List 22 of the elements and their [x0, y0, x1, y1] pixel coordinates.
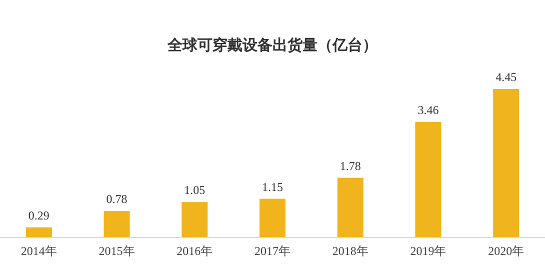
- data-label: 1.15: [262, 180, 283, 194]
- x-tick-label: 2016年: [176, 244, 213, 258]
- data-label: 4.45: [496, 70, 517, 84]
- data-label: 3.46: [418, 102, 439, 117]
- x-tick-label: 2018年: [332, 244, 368, 258]
- bar: [26, 227, 52, 237]
- bar: [493, 89, 520, 237]
- x-tick-label: 2014年: [20, 244, 57, 258]
- x-tick-label: 2017年: [254, 244, 290, 258]
- chart-title: 全球可穿戴设备出货量（亿台）: [166, 36, 378, 54]
- data-label: 1.78: [340, 158, 361, 173]
- x-tick-label: 2015年: [98, 244, 135, 258]
- data-label: 0.29: [28, 208, 50, 222]
- bar: [337, 178, 364, 237]
- data-label: 0.78: [106, 192, 128, 206]
- bar: [415, 122, 442, 237]
- bar: [104, 211, 130, 237]
- x-tick-label: 2020年: [488, 244, 524, 258]
- bar: [260, 198, 286, 237]
- bar: [182, 202, 208, 237]
- x-tick-label: 2019年: [410, 244, 446, 258]
- data-label: 1.05: [184, 183, 206, 198]
